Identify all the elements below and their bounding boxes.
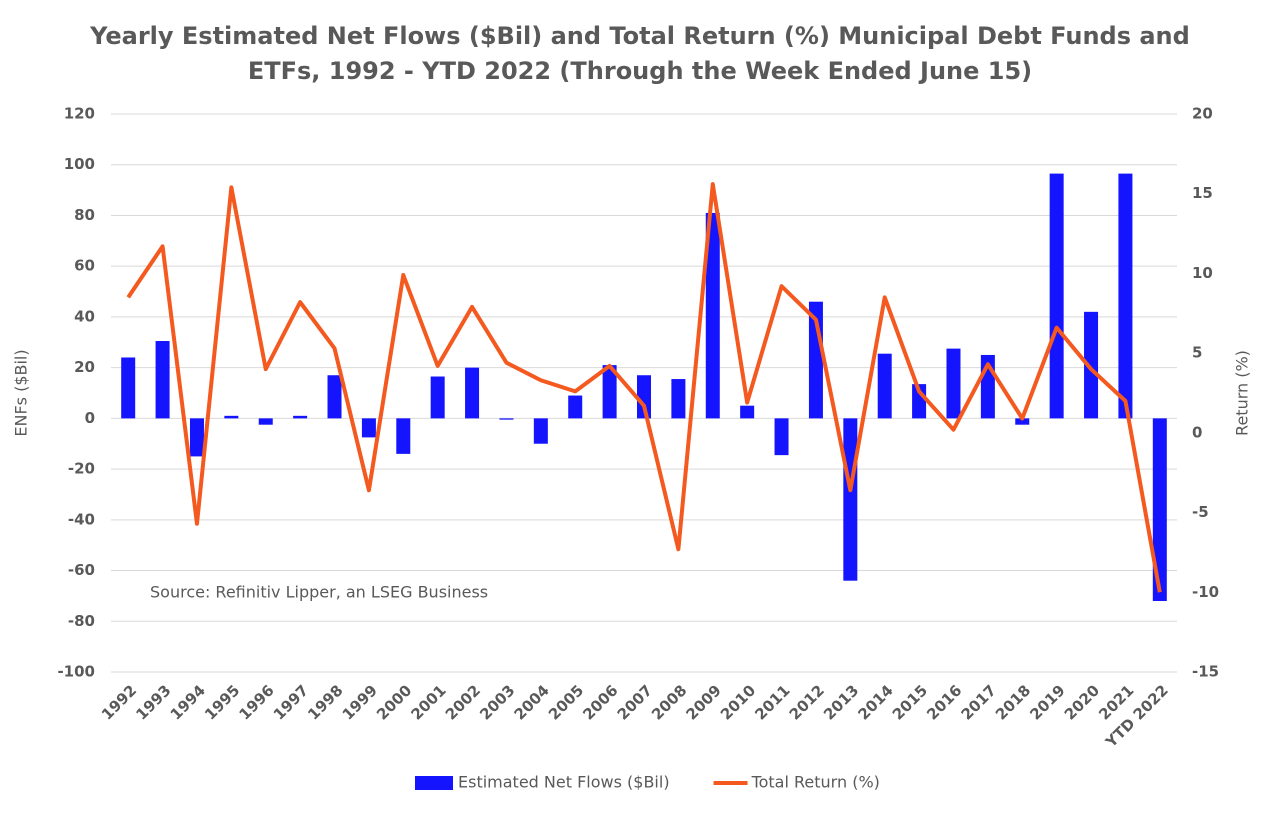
x-tick-label: 2003 (476, 681, 518, 723)
x-tick-label: 2019 (1026, 681, 1068, 723)
y-tick-label: 100 (64, 155, 95, 173)
y-tick-label: -20 (68, 460, 95, 478)
bar (637, 375, 651, 419)
line (126, 182, 1162, 593)
x-tick-label: 2000 (373, 681, 415, 723)
y-tick-label: 80 (74, 206, 95, 224)
x-tick-label: 1992 (98, 681, 140, 723)
bar (430, 376, 445, 419)
x-tick-label: 1994 (167, 681, 209, 723)
y-tick-label: -100 (57, 663, 95, 681)
x-tick-label: 2015 (889, 681, 931, 723)
x-tick-label: 2010 (717, 681, 759, 723)
bar (602, 365, 617, 419)
x-tick-label: 1996 (236, 681, 278, 723)
bar (189, 418, 204, 457)
x-tick-label: 2013 (820, 681, 862, 723)
legend-swatch (415, 776, 453, 790)
x-tick-label: 1993 (132, 681, 174, 723)
bar (774, 418, 789, 456)
bar (1049, 173, 1064, 419)
y-tick-label: 120 (64, 105, 95, 123)
bar (1015, 418, 1030, 425)
x-tick-label: 1995 (201, 681, 243, 723)
y2-tick-label: 10 (1192, 264, 1213, 282)
bar (499, 418, 514, 420)
x-tick-label: 1998 (304, 681, 346, 723)
bar (1118, 173, 1133, 419)
x-tick-label: 2009 (683, 681, 725, 723)
y-tick-label: -80 (68, 612, 95, 630)
bar (465, 367, 480, 419)
x-tick-label: 2012 (786, 681, 828, 723)
bar (740, 405, 755, 419)
legend-label: Estimated Net Flows ($Bil) (458, 773, 670, 792)
x-tick-label: 2020 (1061, 681, 1103, 723)
bar (946, 348, 961, 419)
bar (121, 357, 136, 419)
bar (705, 212, 720, 419)
y-tick-label: 20 (74, 358, 95, 376)
y2-tick-label: -5 (1192, 503, 1209, 521)
y-axis-label: ENFs ($Bil) (12, 349, 31, 436)
bar (396, 418, 411, 454)
x-tick-label: 2018 (992, 681, 1034, 723)
bar (1084, 311, 1099, 419)
x-tick-label: 2005 (545, 681, 587, 723)
y2-tick-label: 0 (1192, 423, 1202, 441)
x-tick-label: 2008 (648, 681, 690, 723)
y-tick-label: -40 (68, 510, 95, 528)
x-tick-label: 2004 (511, 681, 553, 723)
y2-tick-label: -15 (1192, 663, 1219, 681)
chart-title: Yearly Estimated Net Flows ($Bil) and To… (89, 22, 1190, 50)
y-tick-label: 60 (74, 257, 95, 275)
bar (293, 415, 308, 419)
x-tick-label: 2002 (442, 681, 484, 723)
chart-title: ETFs, 1992 - YTD 2022 (Through the Week … (248, 57, 1032, 85)
bar (361, 418, 376, 438)
bar (843, 418, 858, 581)
bar (533, 418, 548, 444)
bar (258, 418, 273, 425)
bar (327, 375, 342, 419)
y2-tick-label: -10 (1192, 583, 1219, 601)
y2-tick-label: 15 (1192, 184, 1213, 202)
bar (877, 353, 892, 419)
bar (1152, 418, 1167, 601)
x-tick-label: 1999 (339, 681, 381, 723)
y-tick-label: 40 (74, 307, 95, 325)
x-tick-label: 1997 (270, 681, 312, 723)
y-tick-label: 0 (85, 409, 95, 427)
x-tick-label: 2014 (854, 681, 896, 723)
y-tick-label: -60 (68, 561, 95, 579)
y2-tick-label: 20 (1192, 105, 1213, 123)
bar (224, 415, 239, 419)
y2-axis-label: Return (%) (1233, 350, 1252, 436)
annotation: Source: Refinitiv Lipper, an LSEG Busine… (150, 583, 488, 602)
bar (671, 379, 686, 419)
legend-label: Total Return (%) (751, 773, 880, 792)
y2-tick-label: 5 (1192, 344, 1202, 362)
x-tick-label: 2016 (923, 681, 965, 723)
x-tick-label: 2017 (958, 681, 1000, 723)
x-tick-label: 2007 (614, 681, 656, 723)
x-tick-label: 2001 (407, 681, 449, 723)
bar (155, 341, 170, 419)
x-tick-label: 2006 (579, 681, 621, 723)
x-tick-label: 2011 (751, 681, 793, 723)
bar (568, 395, 583, 419)
